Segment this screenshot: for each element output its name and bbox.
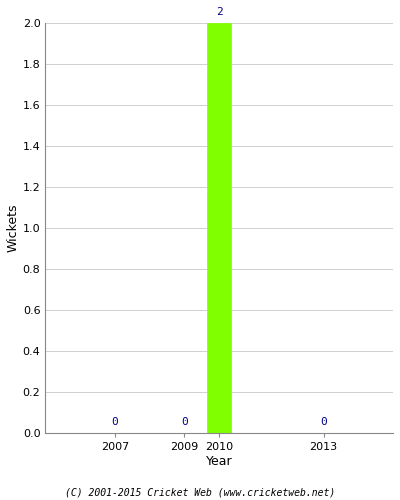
Y-axis label: Wickets: Wickets [7,204,20,252]
Text: 2: 2 [216,6,222,16]
X-axis label: Year: Year [206,455,232,468]
Text: 0: 0 [181,417,188,427]
Text: (C) 2001-2015 Cricket Web (www.cricketweb.net): (C) 2001-2015 Cricket Web (www.cricketwe… [65,488,335,498]
Text: 0: 0 [112,417,118,427]
Text: 0: 0 [320,417,327,427]
Bar [207,22,231,433]
